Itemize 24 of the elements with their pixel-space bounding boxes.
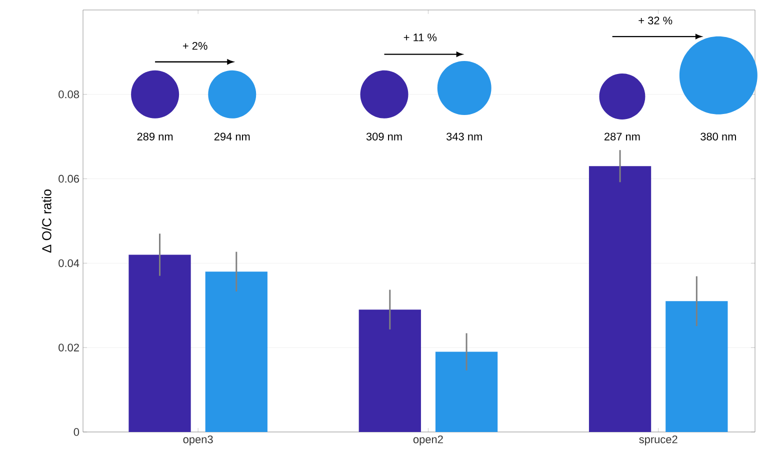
annotation: 343 nm [446, 132, 482, 140]
bar [128, 254, 191, 432]
y-axis-title: Δ O/C ratio [42, 190, 52, 253]
y-tick-label: 0.04 [58, 259, 80, 268]
y-tick-label: 0.08 [58, 90, 80, 98]
annotation: 309 nm [366, 132, 402, 140]
bar [435, 352, 498, 432]
annotation: 380 nm [700, 132, 736, 140]
bar [358, 310, 421, 432]
annotation: + 2% [182, 42, 208, 50]
bar [205, 272, 268, 432]
bar [588, 166, 652, 432]
y-tick-label: 0.06 [58, 174, 80, 183]
y-tick-label: 0 [74, 428, 80, 436]
annotation: 289 nm [137, 132, 173, 140]
annotation: 287 nm [604, 132, 640, 140]
x-tick-label: spruce2 [639, 436, 678, 446]
annotation: + 32 % [638, 16, 672, 24]
x-tick-label: open2 [413, 436, 443, 446]
bar [666, 301, 728, 432]
y-tick-label: 0.02 [58, 344, 79, 352]
annotation: + 11 % [404, 34, 437, 42]
annotation: 294 nm [214, 132, 250, 140]
x-tick-label: open3 [183, 436, 213, 446]
